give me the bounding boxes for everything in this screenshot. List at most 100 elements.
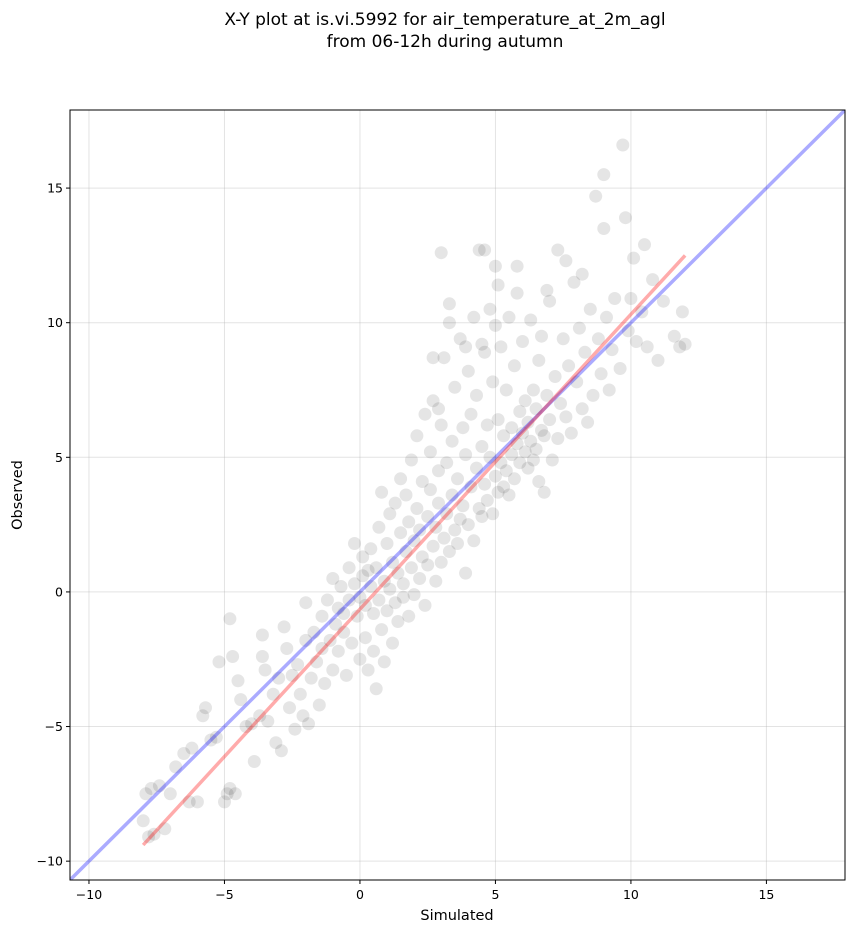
scatter-point bbox=[204, 733, 218, 747]
scatter-point bbox=[369, 561, 383, 575]
scatter-point bbox=[445, 434, 459, 448]
scatter-point bbox=[348, 537, 361, 550]
scatter-point bbox=[383, 507, 397, 521]
scatter-point bbox=[540, 283, 554, 297]
scatter-point bbox=[456, 421, 470, 435]
scatter-point bbox=[291, 658, 305, 672]
scatter-point bbox=[475, 337, 489, 351]
scatter-point bbox=[369, 682, 383, 696]
scatter-point bbox=[266, 687, 280, 701]
scatter-point bbox=[510, 286, 524, 300]
scatter-point bbox=[570, 375, 584, 389]
scatter-point bbox=[364, 542, 378, 556]
scatter-point bbox=[537, 485, 551, 499]
x-tick-label: 0 bbox=[356, 887, 364, 902]
x-tick-label: 15 bbox=[758, 887, 774, 902]
scatter-point bbox=[532, 475, 546, 488]
scatter-point bbox=[621, 324, 635, 338]
scatter-point bbox=[396, 577, 410, 591]
grid bbox=[70, 110, 845, 880]
scatter-point bbox=[445, 488, 459, 502]
scatter-point bbox=[529, 402, 543, 416]
scatter-point bbox=[651, 353, 665, 367]
scatter-point bbox=[339, 668, 353, 682]
scatter-point bbox=[247, 755, 261, 768]
regression-line bbox=[141, 254, 687, 847]
scatter-point bbox=[464, 407, 478, 421]
scatter-point bbox=[434, 555, 448, 569]
scatter-point bbox=[488, 318, 502, 332]
scatter-point bbox=[415, 550, 429, 564]
scatter-point bbox=[478, 477, 492, 491]
scatter-point bbox=[488, 469, 502, 483]
scatter-point bbox=[307, 625, 321, 639]
scatter-point bbox=[619, 211, 632, 225]
scatter-point bbox=[152, 779, 166, 793]
scatter-point bbox=[461, 364, 475, 378]
scatter-point bbox=[499, 383, 513, 397]
scatter-points bbox=[136, 138, 692, 844]
scatter-point bbox=[199, 701, 212, 715]
scatter-point bbox=[578, 345, 592, 359]
y-tick-label: 10 bbox=[47, 315, 63, 330]
scatter-point bbox=[272, 671, 286, 685]
scatter-point bbox=[223, 782, 237, 795]
scatter-point bbox=[277, 620, 291, 634]
scatter-point bbox=[437, 531, 451, 545]
scatter-point bbox=[480, 418, 494, 432]
scatter-point bbox=[367, 644, 380, 658]
scatter-point bbox=[372, 593, 386, 607]
scatter-point bbox=[396, 590, 410, 604]
scatter-point bbox=[586, 388, 600, 402]
scatter-point bbox=[567, 275, 581, 289]
scatter-point bbox=[453, 332, 467, 346]
scatter-point bbox=[551, 243, 565, 257]
scatter-point bbox=[190, 795, 204, 809]
scatter-point bbox=[380, 604, 394, 618]
scatter-point bbox=[421, 510, 435, 523]
scatter-point bbox=[483, 450, 497, 464]
scatter-point bbox=[423, 483, 437, 497]
scatter-point bbox=[502, 488, 516, 502]
chart-title-line-1: X-Y plot at is.vi.5992 for air_temperatu… bbox=[224, 10, 665, 30]
scatter-point bbox=[415, 475, 429, 488]
scatter-point bbox=[218, 795, 231, 809]
scatter-point bbox=[564, 426, 578, 440]
scatter-point bbox=[470, 461, 483, 475]
scatter-point bbox=[472, 502, 486, 515]
scatter-point bbox=[410, 429, 424, 443]
scatter-point bbox=[345, 636, 359, 650]
scatter-point bbox=[480, 493, 494, 507]
scatter-point bbox=[440, 456, 454, 470]
scatter-point bbox=[646, 273, 660, 287]
scatter-point bbox=[602, 383, 616, 397]
plot-frame bbox=[69, 109, 846, 881]
y-tick-label: 15 bbox=[47, 181, 63, 196]
scatter-point bbox=[535, 423, 548, 437]
scatter-point bbox=[486, 375, 500, 389]
scatter-point bbox=[635, 305, 649, 319]
scatter-point bbox=[478, 243, 492, 257]
scatter-point bbox=[594, 367, 608, 381]
chart-title-line-2: from 06-12h during autumn bbox=[327, 32, 564, 52]
scatter-point bbox=[399, 488, 413, 502]
scatter-point bbox=[372, 520, 386, 534]
scatter-point bbox=[356, 569, 370, 583]
scatter-point bbox=[575, 402, 589, 416]
scatter-point bbox=[274, 744, 288, 758]
scatter-point bbox=[502, 310, 516, 324]
scatter-point bbox=[334, 580, 348, 593]
scatter-point bbox=[535, 329, 548, 343]
y-axis-ticks: −10 −5 0 5 10 15 bbox=[37, 181, 70, 869]
scatter-point bbox=[296, 709, 310, 723]
scatter-point bbox=[245, 717, 259, 731]
scatter-point bbox=[575, 267, 589, 281]
scatter-point bbox=[255, 650, 269, 663]
scatter-point bbox=[361, 563, 375, 577]
scatter-point bbox=[629, 335, 643, 348]
scatter-point bbox=[521, 461, 535, 475]
scatter-point bbox=[312, 698, 326, 712]
scatter-point bbox=[423, 445, 437, 459]
scatter-point bbox=[228, 787, 242, 801]
scatter-point bbox=[394, 526, 408, 540]
